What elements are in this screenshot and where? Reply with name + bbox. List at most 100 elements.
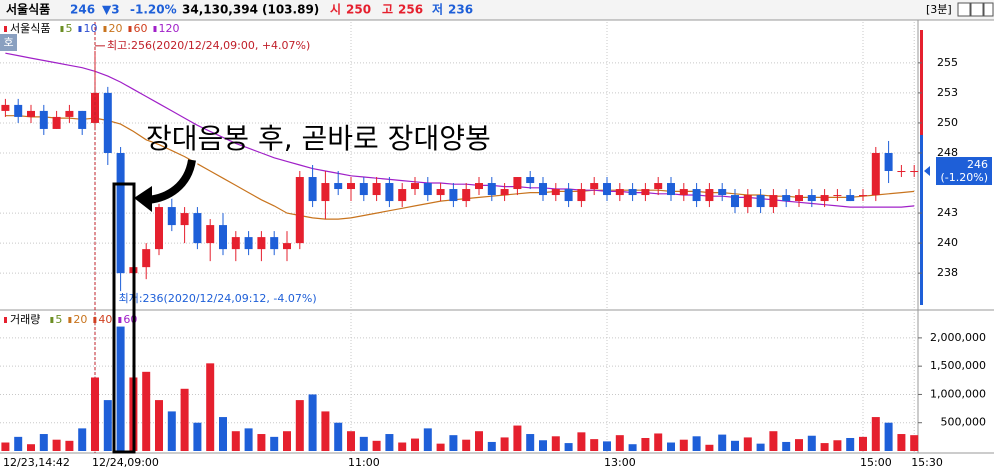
volume-bar	[91, 377, 99, 451]
x-tick-label: 12/23,14:42	[3, 456, 70, 469]
legend-entry: 40	[98, 313, 112, 326]
low: 236	[448, 3, 473, 17]
current-price: 246	[967, 158, 988, 171]
legend-swatch	[103, 26, 107, 32]
candle-body	[385, 183, 394, 202]
candle-body	[359, 183, 368, 196]
legend-entry: 10	[83, 22, 97, 35]
candle-body	[743, 195, 752, 208]
highlight-box	[112, 182, 136, 454]
legend-entry: 5	[65, 22, 72, 35]
candle-body	[116, 152, 125, 274]
volume-bar	[846, 437, 855, 451]
volume-bar	[231, 431, 240, 451]
candle-body	[167, 207, 176, 226]
volume-bar	[308, 394, 317, 451]
legend-swatch	[4, 317, 7, 323]
volume-bar	[462, 439, 471, 451]
candle-body	[142, 249, 151, 268]
candle-body	[65, 110, 74, 117]
volume-bar	[551, 436, 560, 451]
maximize-button[interactable]	[970, 2, 984, 17]
legend-entry: 20	[108, 22, 122, 35]
volume-bar	[910, 435, 919, 451]
volume-bar	[359, 436, 368, 451]
candle-body	[513, 177, 522, 190]
volume-bar	[820, 443, 829, 451]
candle-body	[795, 195, 803, 202]
high-label: 고	[382, 3, 393, 17]
low-label: 저	[432, 2, 443, 17]
legend-swatch	[78, 26, 82, 32]
candle-body	[833, 195, 842, 197]
candle-body	[462, 189, 471, 202]
open: 250	[346, 3, 371, 17]
high-note: 최고:256(2020/12/24,09:00, +4.07%)	[107, 39, 310, 52]
candle-body	[679, 189, 688, 196]
legend-swatch	[118, 317, 122, 323]
candle-body	[295, 177, 304, 244]
candle-body	[27, 110, 35, 117]
volume-bar	[871, 417, 880, 451]
legend-swatch	[93, 317, 97, 323]
volume-bar	[679, 439, 688, 451]
candle-body	[846, 195, 855, 202]
volume-bar	[590, 439, 599, 451]
candle-body	[219, 225, 227, 250]
candle-body	[615, 189, 624, 196]
volume: 34,130,394	[182, 3, 258, 17]
candle-body	[270, 237, 279, 250]
open-label: 시	[330, 3, 341, 17]
candle-body	[500, 189, 509, 196]
range-bar-up	[920, 30, 923, 135]
candle-body	[39, 110, 48, 129]
candle-body	[283, 243, 291, 250]
legend-entry: 5	[55, 313, 62, 326]
volume-bar	[372, 440, 381, 451]
candle-body	[321, 183, 330, 202]
candle-body	[155, 207, 163, 250]
legend-entry: 120	[158, 22, 179, 35]
candle-body	[206, 225, 215, 244]
volume-bar	[103, 400, 112, 451]
volume-bar	[142, 371, 151, 451]
plot: 255 253 250 248 243 240 238 500,000 1,000,000 1,5…	[0, 22, 992, 469]
candle-body	[692, 189, 701, 202]
candle-body	[551, 189, 560, 196]
candle-body	[411, 183, 419, 190]
volume-bar	[65, 440, 74, 451]
interval[interactable]: [3분]	[926, 3, 952, 16]
close-button[interactable]	[983, 2, 994, 17]
candle-body	[641, 189, 650, 196]
volume-bar	[833, 440, 842, 451]
y-tick-label: 1,000,000	[930, 387, 986, 400]
legend-swatch	[128, 26, 132, 32]
volume-bar	[603, 441, 611, 451]
candle-body	[782, 195, 791, 202]
minimize-button[interactable]	[957, 2, 971, 17]
volume-bar	[884, 422, 893, 451]
volume-bar	[155, 400, 163, 451]
badge: 호	[3, 36, 13, 49]
legend-title: 서울식품	[10, 22, 50, 35]
y-tick-label: 243	[937, 206, 958, 219]
volume-bar	[321, 411, 330, 451]
candle-body	[756, 195, 765, 208]
volume-bar	[244, 428, 253, 451]
volume-bar	[539, 440, 547, 451]
volume-bar	[295, 400, 304, 451]
volume-bar	[14, 436, 23, 451]
candle-body	[564, 189, 573, 202]
volume-bar	[743, 437, 752, 451]
volume-bar	[411, 438, 419, 451]
candle-body	[257, 237, 266, 250]
volume-bar	[423, 428, 432, 451]
volume-bar	[116, 326, 125, 451]
volume-ratio: (103.89)	[262, 3, 319, 17]
change: ▼3	[102, 3, 120, 17]
volume-bar	[398, 442, 407, 451]
y-tick-label: 255	[937, 56, 958, 69]
volume-bar	[526, 434, 535, 451]
candle-body	[475, 183, 483, 190]
